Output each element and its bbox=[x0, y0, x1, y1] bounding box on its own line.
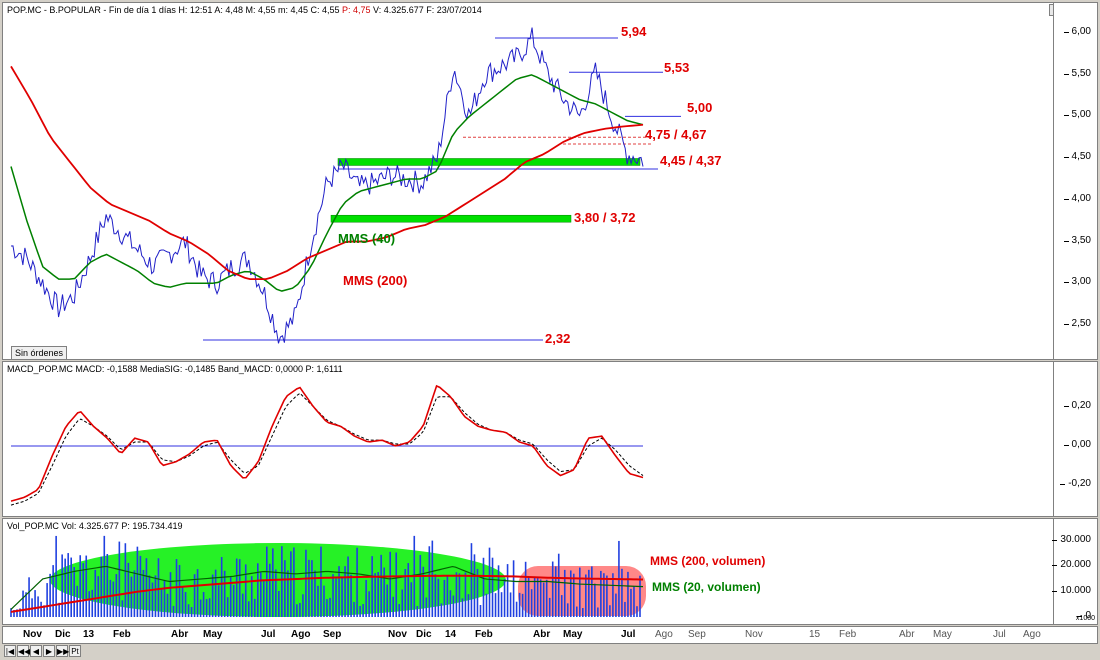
price-tick-label: 2,50 bbox=[1063, 318, 1091, 329]
sin-ordenes-label[interactable]: Sin órdenes bbox=[11, 346, 68, 360]
nav-button[interactable]: Pt bbox=[69, 645, 81, 657]
time-axis-label: Ago bbox=[291, 629, 311, 640]
time-axis-label: Nov bbox=[388, 629, 407, 640]
mms40-label: MMS (40) bbox=[338, 231, 396, 246]
time-axis-label: Feb bbox=[475, 629, 493, 640]
resistance-445-label: 4,45 / 4,37 bbox=[660, 153, 722, 168]
resistance-553-label: 5,53 bbox=[664, 60, 690, 75]
price-tick-label: 3,00 bbox=[1063, 276, 1091, 288]
time-axis-label: May bbox=[563, 629, 583, 640]
time-axis-label: Dic bbox=[416, 629, 432, 640]
time-axis-label: 14 bbox=[445, 629, 457, 640]
macd-signal-line bbox=[10, 392, 644, 506]
volume-tick-label: 10.000 bbox=[1052, 584, 1091, 596]
resistance-594-label: 5,94 bbox=[621, 24, 647, 39]
price-tick-label: 5,50 bbox=[1063, 67, 1091, 79]
macd-axis: 0,20 0,00 -0,20 bbox=[1053, 362, 1097, 516]
macd-tick-label: -0,20 bbox=[1060, 478, 1091, 490]
price-tick-label: 4,50 bbox=[1063, 151, 1091, 163]
volume-axis-suffix: x1000 bbox=[1075, 615, 1095, 622]
volume-axis: 30.000 20.000 10.000 0 x1000 bbox=[1052, 519, 1097, 624]
time-axis-label: Abr bbox=[171, 629, 189, 640]
nav-button[interactable]: ◀◀ bbox=[17, 645, 31, 657]
time-axis-label: Ago bbox=[655, 629, 673, 640]
nav-button[interactable]: |◀ bbox=[4, 645, 16, 657]
resistance-475-label: 4,75 / 4,67 bbox=[645, 127, 707, 142]
macd-tick-label: 0,00 bbox=[1063, 439, 1091, 450]
macd-chart bbox=[10, 384, 644, 506]
price-tick-label: 4,00 bbox=[1063, 192, 1091, 204]
time-axis-label: 15 bbox=[809, 629, 821, 640]
time-axis-label: Sep bbox=[323, 629, 342, 640]
mms200-label: MMS (200) bbox=[343, 273, 408, 288]
mms-vol200-label: MMS (200, volumen) bbox=[650, 554, 766, 568]
time-axis-label: 13 bbox=[83, 629, 95, 640]
price-chart bbox=[10, 27, 681, 344]
resistance-500-label: 5,00 bbox=[687, 100, 713, 115]
volume-tick-label: 30.000 bbox=[1052, 534, 1091, 545]
price-tick-label: 6,00 bbox=[1063, 26, 1091, 37]
time-axis-label: Feb bbox=[839, 629, 857, 640]
nav-button[interactable]: ▶▶ bbox=[56, 645, 70, 657]
time-axis-label: Abr bbox=[899, 629, 915, 640]
macd-pane: MACD_POP.MC MACD: -0,1588 MediaSIG: -0,1… bbox=[2, 361, 1098, 517]
navigation-bar: |◀ ◀◀ ◀ ▶ ▶▶ Pt bbox=[4, 645, 81, 659]
time-axis-label: Sep bbox=[688, 629, 706, 640]
mms40-line bbox=[10, 74, 644, 292]
macd-line bbox=[10, 384, 644, 502]
time-axis-label: Jul bbox=[621, 629, 636, 640]
time-axis-label: May bbox=[203, 629, 223, 640]
macd-title: MACD_POP.MC MACD: -0,1588 MediaSIG: -0,1… bbox=[7, 364, 343, 374]
support-380-bar bbox=[330, 214, 572, 223]
support-380-label: 3,80 / 3,72 bbox=[574, 210, 636, 225]
volume-title: Vol_POP.MC Vol: 4.325.677 P: 195.734.419 bbox=[7, 521, 183, 531]
price-axis: 6,00 5,50 5,00 4,50 4,00 3,50 3,00 2,50 bbox=[1053, 3, 1097, 359]
time-axis-label: Dic bbox=[55, 629, 71, 640]
nav-button[interactable]: ▶ bbox=[43, 645, 55, 657]
macd-tick-label: 0,20 bbox=[1063, 399, 1091, 411]
time-axis-label: May bbox=[933, 629, 952, 640]
support-232-label: 2,32 bbox=[545, 331, 571, 346]
mms-vol20-label: MMS (20, volumen) bbox=[652, 580, 761, 594]
volume-tick-label: 0 bbox=[1078, 610, 1091, 621]
time-axis-label: Ago bbox=[1023, 629, 1041, 640]
volume-mms20-line bbox=[10, 565, 644, 610]
window-title: POP.MC - B.POPULAR - Fin de día 1 días H… bbox=[7, 5, 482, 15]
support-445-bar bbox=[337, 158, 641, 166]
mms200-line bbox=[10, 65, 644, 281]
volume-tick-label: 20.000 bbox=[1052, 559, 1091, 571]
time-axis-label: Nov bbox=[23, 629, 42, 640]
nav-button[interactable]: ◀ bbox=[30, 645, 42, 657]
price-pane: POP.MC - B.POPULAR - Fin de día 1 días H… bbox=[2, 2, 1098, 360]
time-axis-label: Nov bbox=[745, 629, 763, 640]
volume-pane: Vol_POP.MC Vol: 4.325.677 P: 195.734.419… bbox=[2, 518, 1098, 625]
price-tick-label: 5,00 bbox=[1063, 109, 1091, 121]
time-axis-label: Jul bbox=[993, 629, 1006, 640]
time-axis-label: Feb bbox=[113, 629, 131, 640]
volume-chart bbox=[10, 535, 646, 617]
volume-mms200-line bbox=[10, 574, 644, 613]
price-line bbox=[10, 27, 644, 344]
time-axis-label: Jul bbox=[261, 629, 276, 640]
time-axis-label: Abr bbox=[533, 629, 551, 640]
price-tick-label: 3,50 bbox=[1063, 234, 1091, 246]
time-axis: Nov Dic 13 Feb Abr May Jul Ago Sep Nov Dic 14 Feb Abr… bbox=[2, 626, 1098, 644]
